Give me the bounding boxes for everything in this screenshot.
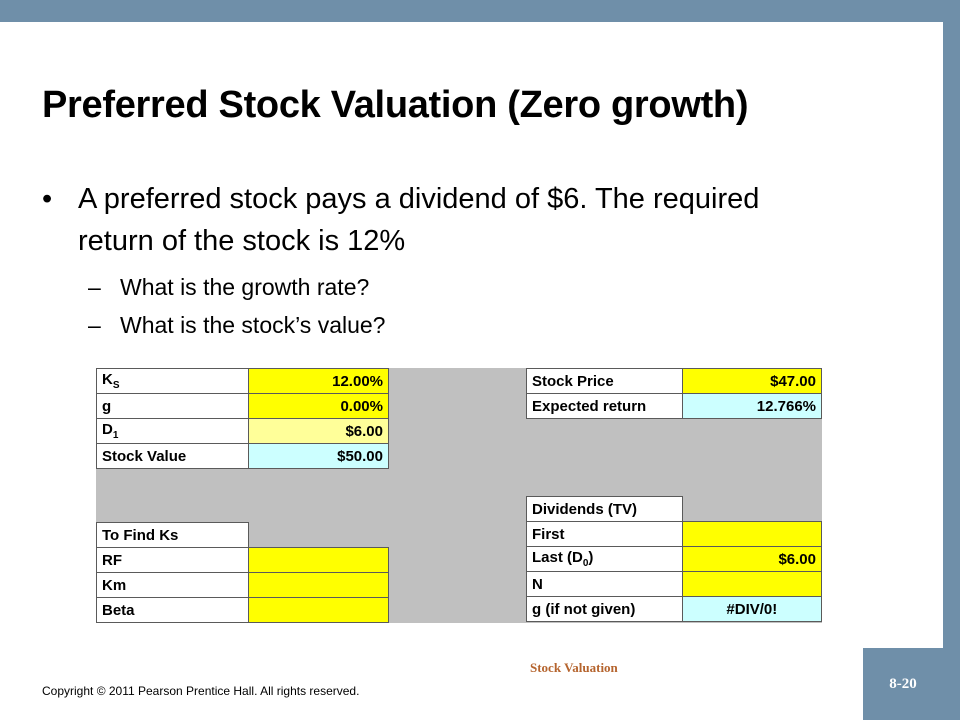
slide-number: 8-20: [863, 648, 943, 720]
cell-label: To Find Ks: [96, 522, 249, 548]
sub-bullet-text: What is the growth rate?: [120, 274, 370, 300]
bullet-list: • A preferred stock pays a dividend of $…: [42, 178, 842, 338]
cell-label: First: [526, 521, 683, 547]
bullet-item: • A preferred stock pays a dividend of $…: [42, 178, 842, 262]
cell-label: Dividends (TV): [526, 496, 683, 522]
spreadsheet-image: KS 12.00% g 0.00% D1 $6.00 Stock Value $…: [96, 368, 823, 623]
cell-value: $50.00: [248, 443, 389, 469]
cell-label: RF: [96, 547, 249, 573]
table-row: Beta: [96, 597, 389, 623]
cell-value: $47.00: [681, 368, 823, 394]
cell-value: 12.766%: [681, 393, 823, 419]
table-row: Last (D0) $6.00: [526, 546, 823, 572]
table-row: Km: [96, 572, 389, 598]
table-row: Stock Price $47.00: [526, 368, 823, 394]
cell-value: 12.00%: [248, 368, 389, 394]
table-row: N: [526, 571, 823, 597]
cell-value: 0.00%: [248, 393, 389, 419]
table-row: First: [526, 521, 823, 547]
table-row: Stock Value $50.00: [96, 443, 389, 469]
copyright-text: Copyright © 2011 Pearson Prentice Hall. …: [42, 684, 360, 698]
cell-value: [248, 572, 389, 598]
cell-label: g: [96, 393, 249, 419]
cell-value: $6.00: [248, 418, 389, 444]
table-row: g 0.00%: [96, 393, 389, 419]
footer-topic: Stock Valuation: [530, 660, 618, 675]
cell-value: [248, 597, 389, 623]
sub-bullet-item: – What is the stock’s value?: [42, 312, 842, 338]
sub-bullet-text: What is the stock’s value?: [120, 312, 386, 338]
table-row: RF: [96, 547, 389, 573]
valuation-inputs-table: KS 12.00% g 0.00% D1 $6.00 Stock Value $…: [96, 368, 389, 469]
cell-value: [248, 547, 389, 573]
top-frame-bar: [0, 0, 960, 22]
find-ks-table: To Find Ks RF Km Beta: [96, 522, 389, 623]
dash-icon: –: [88, 274, 101, 300]
right-frame-bar: [943, 0, 960, 720]
cell-value: [681, 571, 823, 597]
cell-value: $6.00: [681, 546, 823, 572]
slide-title: Preferred Stock Valuation (Zero growth): [42, 84, 749, 126]
cell-label: D1: [96, 418, 249, 444]
cell-label: N: [526, 571, 683, 597]
cell-value: #DIV/0!: [681, 596, 823, 622]
cell-label: Last (D0): [526, 546, 683, 572]
cell-label: Stock Price: [526, 368, 683, 394]
cell-label: Expected return: [526, 393, 683, 419]
table-row: To Find Ks: [96, 522, 389, 548]
cell-label: Stock Value: [96, 443, 249, 469]
cell-value: [682, 497, 821, 522]
table-row: KS 12.00%: [96, 368, 389, 394]
cell-value: [681, 521, 823, 547]
cell-value: [249, 523, 389, 548]
cell-label: Beta: [96, 597, 249, 623]
bullet-dot-icon: •: [42, 183, 53, 215]
table-row: Expected return 12.766%: [526, 393, 823, 419]
dividend-growth-table: Dividends (TV) First Last (D0) $6.00 N g…: [526, 496, 823, 622]
expected-return-table: Stock Price $47.00 Expected return 12.76…: [526, 368, 823, 419]
cell-label: g (if not given): [526, 596, 683, 622]
dash-icon: –: [88, 312, 101, 338]
cell-label: Km: [96, 572, 249, 598]
table-row: Dividends (TV): [526, 496, 822, 522]
table-row: D1 $6.00: [96, 418, 389, 444]
sub-bullet-item: – What is the growth rate?: [42, 274, 842, 300]
cell-label: KS: [96, 368, 249, 394]
table-row: g (if not given) #DIV/0!: [526, 596, 823, 622]
bullet-text: A preferred stock pays a dividend of $6.…: [78, 183, 760, 257]
